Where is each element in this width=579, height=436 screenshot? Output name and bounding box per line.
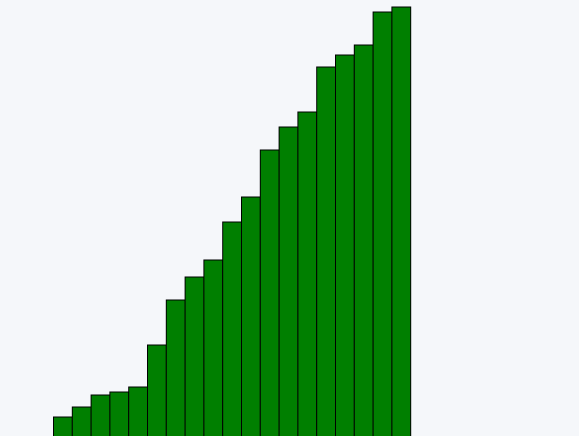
bar-16 xyxy=(335,54,355,436)
bar-3 xyxy=(90,394,111,436)
bar-12 xyxy=(259,149,280,436)
bar-10 xyxy=(222,221,242,436)
bar-13 xyxy=(278,126,299,436)
bar-4 xyxy=(109,391,130,436)
bar-6 xyxy=(147,344,167,436)
bar-9 xyxy=(203,259,224,436)
bars-group xyxy=(53,6,412,436)
bar-15 xyxy=(316,66,337,436)
bar-7 xyxy=(165,299,186,436)
bar-2 xyxy=(71,406,92,436)
bar-1 xyxy=(53,416,73,436)
bar-8 xyxy=(184,276,205,436)
bar-18 xyxy=(372,11,393,436)
bar-11 xyxy=(241,196,261,436)
bar-14 xyxy=(297,111,318,436)
bar-5 xyxy=(128,386,148,436)
bar-19 xyxy=(391,6,412,436)
bar-17 xyxy=(353,44,374,436)
